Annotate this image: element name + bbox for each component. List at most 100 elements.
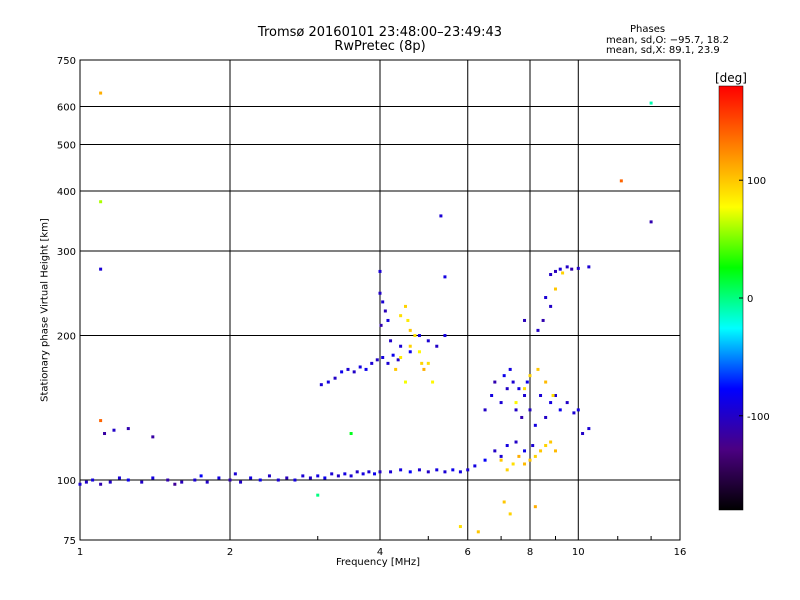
data-point bbox=[352, 370, 356, 374]
data-point bbox=[505, 468, 509, 472]
colorbar-tick-label: 0 bbox=[747, 294, 753, 305]
data-point bbox=[389, 470, 393, 474]
x-tick-label: 2 bbox=[227, 547, 233, 558]
data-point bbox=[553, 287, 557, 291]
y-tick-label: 400 bbox=[57, 187, 76, 198]
data-point bbox=[587, 427, 591, 431]
data-point bbox=[483, 408, 487, 412]
data-point bbox=[523, 394, 527, 398]
data-point bbox=[355, 470, 359, 474]
data-point bbox=[239, 480, 243, 484]
data-point bbox=[422, 367, 426, 371]
data-point bbox=[378, 269, 382, 273]
data-point bbox=[511, 380, 515, 384]
y-tick-label: 100 bbox=[57, 476, 76, 487]
data-point bbox=[99, 267, 103, 271]
data-point bbox=[330, 472, 334, 476]
data-point bbox=[343, 472, 347, 476]
data-point bbox=[493, 449, 497, 453]
data-point bbox=[426, 470, 430, 474]
data-point bbox=[502, 374, 506, 378]
data-point bbox=[565, 401, 569, 405]
data-point bbox=[103, 432, 107, 436]
data-point bbox=[249, 476, 253, 480]
data-point bbox=[443, 334, 447, 338]
data-point bbox=[514, 440, 518, 444]
data-point bbox=[408, 470, 412, 474]
data-point bbox=[316, 493, 320, 497]
data-point bbox=[561, 271, 565, 275]
data-point bbox=[476, 530, 480, 534]
data-point bbox=[451, 468, 455, 472]
data-point bbox=[78, 482, 82, 486]
data-point bbox=[511, 462, 515, 466]
data-point bbox=[375, 358, 379, 362]
x-axis-label: Frequency [MHz] bbox=[336, 557, 421, 568]
chart-subtitle: RwPretec (8p) bbox=[334, 39, 426, 54]
data-point bbox=[528, 408, 532, 412]
data-point bbox=[514, 401, 518, 405]
data-point bbox=[403, 380, 407, 384]
data-point bbox=[346, 367, 350, 371]
data-point bbox=[499, 454, 503, 458]
data-point bbox=[426, 361, 430, 365]
x-tick-label: 8 bbox=[527, 547, 533, 558]
data-point bbox=[108, 480, 112, 484]
x-tick-label: 6 bbox=[465, 547, 471, 558]
data-point bbox=[408, 344, 412, 348]
data-point bbox=[558, 267, 562, 271]
data-point bbox=[533, 454, 537, 458]
data-point bbox=[536, 367, 540, 371]
data-point bbox=[466, 468, 470, 472]
data-point bbox=[99, 482, 103, 486]
data-point bbox=[553, 449, 557, 453]
data-point bbox=[417, 334, 421, 338]
data-point bbox=[285, 476, 289, 480]
data-point bbox=[549, 440, 553, 444]
data-point bbox=[539, 449, 543, 453]
data-point bbox=[539, 394, 543, 398]
data-point bbox=[558, 408, 562, 412]
data-point bbox=[383, 309, 387, 313]
data-point bbox=[549, 304, 553, 308]
y-tick-label: 600 bbox=[57, 103, 76, 114]
y-tick-label: 500 bbox=[57, 141, 76, 152]
data-point bbox=[587, 265, 591, 269]
data-point bbox=[541, 318, 545, 322]
data-point bbox=[523, 462, 527, 466]
x-tick-label: 16 bbox=[674, 547, 687, 558]
data-point bbox=[258, 478, 262, 482]
data-point bbox=[553, 269, 557, 273]
data-point bbox=[473, 464, 477, 468]
data-point bbox=[340, 370, 344, 374]
data-point bbox=[523, 318, 527, 322]
data-point bbox=[293, 478, 297, 482]
data-point bbox=[151, 435, 155, 439]
phase-stats-title: Phases bbox=[630, 24, 666, 35]
data-point bbox=[140, 480, 144, 484]
data-point bbox=[391, 353, 395, 357]
data-point bbox=[549, 401, 553, 405]
data-point bbox=[533, 505, 537, 509]
data-point bbox=[406, 318, 410, 322]
data-point bbox=[649, 101, 653, 105]
data-point bbox=[205, 480, 209, 484]
data-point bbox=[544, 415, 548, 419]
data-point bbox=[525, 380, 529, 384]
data-point bbox=[528, 374, 532, 378]
data-point bbox=[443, 275, 447, 279]
data-point bbox=[544, 444, 548, 448]
data-point bbox=[361, 472, 365, 476]
data-point bbox=[619, 179, 623, 183]
data-point bbox=[553, 394, 557, 398]
data-point bbox=[523, 387, 527, 391]
data-point bbox=[533, 423, 537, 427]
data-point bbox=[572, 411, 576, 415]
data-point bbox=[514, 408, 518, 412]
data-point bbox=[399, 355, 403, 359]
data-point bbox=[373, 472, 377, 476]
data-point bbox=[379, 323, 383, 327]
data-point bbox=[166, 478, 170, 482]
data-point bbox=[276, 478, 280, 482]
